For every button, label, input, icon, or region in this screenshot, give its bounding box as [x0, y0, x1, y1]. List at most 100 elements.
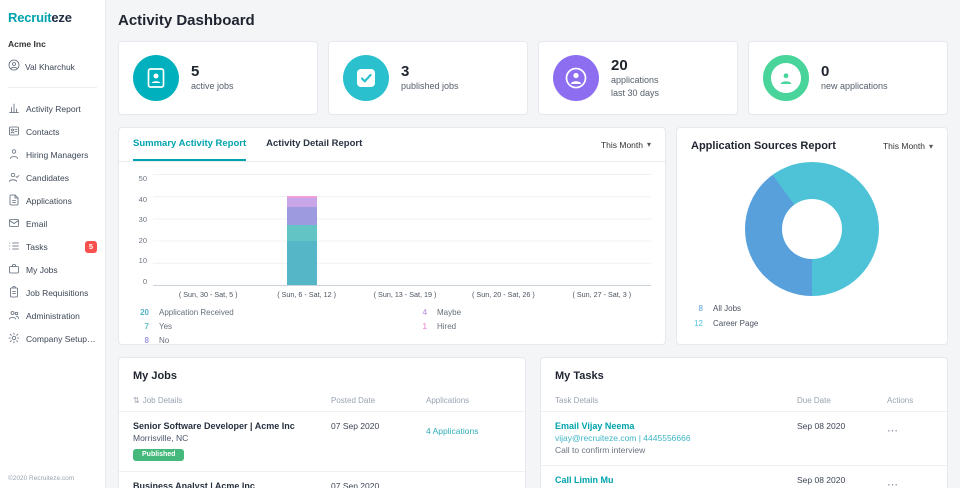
column-label: Job Details [142, 396, 183, 405]
task-row: Email Vijay Neema vijay@recruiteze.com |… [541, 412, 947, 466]
sidebar-item-hiring-managers[interactable]: Hiring Managers [8, 143, 97, 166]
company-name: Acme Inc [8, 39, 46, 49]
job-row: Business Analyst | Acme Inc Morrisville,… [119, 472, 525, 488]
sidebar-item-email[interactable]: Email [8, 212, 97, 235]
column-header-posted-date[interactable]: Posted Date [331, 396, 376, 405]
y-tick-label: 20 [138, 235, 147, 245]
sidebar-item-my-jobs[interactable]: My Jobs [8, 258, 97, 281]
sidebar-item-applications[interactable]: Applications [8, 189, 97, 212]
sidebar-item-company-setup-wizard[interactable]: Company Setup Wizard [8, 327, 97, 350]
stat-value: 5 [191, 63, 200, 81]
stat-label: applications [611, 75, 659, 86]
application-sources-card: Application Sources Report This Month ▾ … [676, 127, 948, 345]
legend-item: 4 Maybe [422, 308, 462, 317]
tab-summary-activity-report[interactable]: Summary Activity Report [133, 128, 247, 161]
legend-item: 8 No [144, 336, 170, 345]
active-jobs-icon [133, 55, 179, 101]
task-title[interactable]: Email Vijay Neema [555, 421, 635, 431]
column-header-applications[interactable]: Applications [426, 396, 470, 405]
app-logo[interactable]: Recruiteze [8, 10, 97, 25]
page-title: Activity Dashboard [118, 12, 255, 29]
sources-period-dropdown[interactable]: This Month ▾ [883, 141, 933, 151]
y-tick-label: 10 [138, 256, 147, 266]
sources-header: Application Sources Report This Month ▾ [691, 140, 933, 152]
bar-plot [153, 174, 651, 286]
new-applicant-icon [763, 55, 809, 101]
posted-date: 07 Sep 2020 [331, 481, 380, 488]
activity-period-dropdown[interactable]: This Month ▾ [601, 140, 651, 150]
nav-label: My Jobs [26, 264, 58, 275]
source-legend-item: 12 Career Page [694, 319, 759, 328]
bar-column [352, 174, 452, 285]
briefcase-icon [8, 263, 20, 277]
users-icon [8, 309, 20, 323]
stat-value: 3 [401, 63, 410, 81]
sidebar-item-contacts[interactable]: Contacts [8, 120, 97, 143]
task-note: Call to confirm interview [555, 445, 646, 455]
sort-icon[interactable]: ⇅ [133, 396, 140, 405]
report-tabs: Summary Activity Report Activity Detail … [119, 128, 665, 162]
person-check-icon [8, 171, 20, 185]
task-contact-link[interactable]: vijay@recruiteze.com | 4445556666 [555, 433, 691, 443]
tasks-table-header: Task Details Due Date Actions [541, 392, 947, 412]
sidebar-item-tasks[interactable]: Tasks 5 [8, 235, 97, 258]
legend-col-2: 4 Maybe 1 Hired [411, 308, 462, 344]
task-title[interactable]: Call Limin Mu [555, 475, 614, 485]
bar-segment [287, 225, 318, 241]
job-title[interactable]: Senior Software Developer | Acme Inc [133, 421, 295, 431]
applications-link[interactable]: 4 Applications [426, 486, 478, 488]
task-due-date: Sep 08 2020 [797, 421, 846, 431]
activity-report-card: Summary Activity Report Activity Detail … [118, 127, 666, 345]
reports-row: Summary Activity Report Activity Detail … [118, 127, 948, 345]
tasks-count-badge: 5 [85, 240, 97, 253]
nav-label: Activity Report [26, 103, 81, 114]
my-jobs-card: My Jobs ⇅ Job Details Posted Date Applica… [118, 357, 526, 488]
more-actions-button[interactable]: ⋯ [887, 479, 899, 488]
period-label: This Month [882, 141, 925, 151]
sidebar: Recruiteze Acme Inc Val Kharchuk Activit… [0, 0, 106, 488]
chevron-down-icon: ▾ [646, 140, 651, 149]
stat-value: 20 [611, 57, 628, 75]
column-header-job-details[interactable]: ⇅ Job Details [133, 396, 331, 405]
stat-card-active-jobs: 5 active jobs [118, 41, 318, 115]
posted-date: 07 Sep 2020 [331, 421, 380, 431]
nav-label: Administration [26, 310, 80, 321]
stat-sublabel: last 30 days [611, 87, 660, 98]
bar-segment [287, 240, 318, 285]
y-tick-label: 50 [138, 174, 147, 183]
y-tick-label: 40 [138, 194, 147, 204]
legend-col-1: 20 Application Received 7 Yes 8 No [133, 308, 411, 345]
checklist-icon [8, 240, 20, 254]
sidebar-item-activity-report[interactable]: Activity Report [8, 97, 97, 120]
bar-column [253, 174, 353, 285]
sources-title: Application Sources Report [691, 140, 836, 152]
more-actions-button[interactable]: ⋯ [887, 425, 899, 437]
sidebar-nav: Activity Report Contacts Hiring Managers… [8, 97, 97, 350]
applicant-icon [553, 55, 599, 101]
y-tick-label: 30 [138, 215, 147, 225]
activity-bar-chart: 50 40 30 20 10 0 [119, 162, 665, 286]
sidebar-item-candidates[interactable]: Candidates [8, 166, 97, 189]
job-title[interactable]: Business Analyst | Acme Inc [133, 481, 255, 488]
document-icon [8, 194, 20, 208]
tab-activity-detail-report[interactable]: Activity Detail Report [266, 138, 363, 149]
nav-label: Candidates [26, 172, 70, 183]
contact-card-icon [8, 125, 20, 139]
y-axis: 50 40 30 20 10 0 [133, 174, 153, 286]
task-row: Call Limin Mu limin@recruiteze.com | 999… [541, 466, 947, 488]
main-content: Activity Dashboard 5 active jobs 3 publi… [106, 0, 960, 488]
sidebar-item-administration[interactable]: Administration [8, 304, 97, 327]
status-badge: Published [133, 448, 185, 461]
bar-chart-icon [8, 102, 20, 116]
x-tick-label: ( Sun, 30 - Sat, 5 ) [178, 290, 238, 299]
stat-value: 0 [821, 63, 830, 81]
sidebar-item-job-requisitions[interactable]: Job Requisitions [8, 281, 97, 304]
nav-label: Email [26, 218, 48, 229]
source-legend-item: 8 All Jobs [698, 304, 742, 313]
user-menu[interactable]: Val Kharchuk [8, 58, 97, 88]
logo-text-primary: Recruit [8, 10, 52, 25]
jobs-table-header: ⇅ Job Details Posted Date Applications [119, 392, 525, 412]
nav-label: Contacts [26, 126, 60, 137]
applications-link[interactable]: 4 Applications [426, 426, 479, 436]
sources-donut-chart [745, 162, 879, 296]
